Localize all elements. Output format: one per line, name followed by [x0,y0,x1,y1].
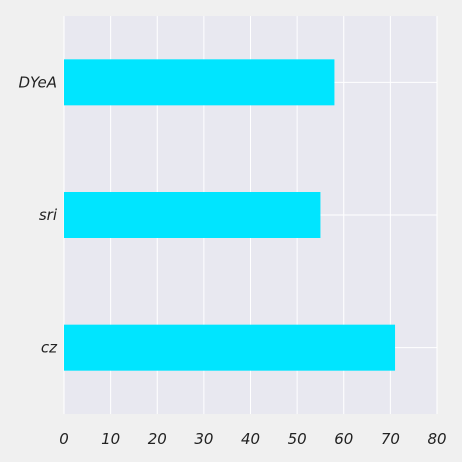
bar-DYeA [64,59,335,106]
y-tick-label: cz [41,339,58,357]
x-tick-label: 30 [194,430,213,448]
x-tick-label: 10 [101,430,120,448]
x-tick-label: 80 [427,430,446,448]
bar-cz [64,324,396,371]
x-tick-label: 0 [59,430,69,448]
y-tick-label: sri [39,206,58,224]
x-axis-ticks: 0 10 20 30 40 50 60 70 80 [59,430,446,448]
x-tick-label: 50 [288,430,307,448]
x-tick-label: 60 [334,430,353,448]
x-tick-label: 40 [241,430,260,448]
y-axis-ticks: DYeA sri cz [18,73,58,356]
bars [64,59,396,371]
y-tick-label: DYeA [18,73,57,91]
x-tick-label: 70 [381,430,400,448]
bar-sri [64,192,321,238]
x-tick-label: 20 [148,430,167,448]
